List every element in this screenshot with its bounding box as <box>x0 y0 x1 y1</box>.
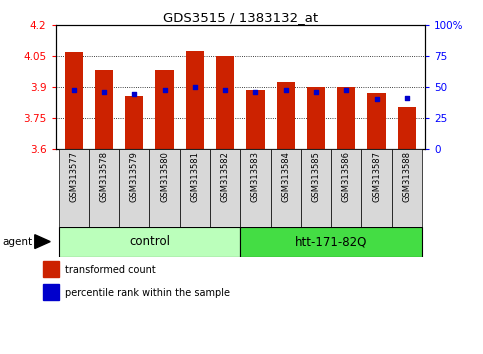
FancyBboxPatch shape <box>89 149 119 227</box>
FancyBboxPatch shape <box>392 149 422 227</box>
FancyBboxPatch shape <box>331 149 361 227</box>
Text: GSM313582: GSM313582 <box>221 151 229 202</box>
Bar <box>65 52 83 149</box>
Point <box>312 89 320 95</box>
FancyBboxPatch shape <box>270 149 301 227</box>
Bar <box>277 81 295 149</box>
Text: GSM313583: GSM313583 <box>251 151 260 202</box>
Bar <box>186 51 204 149</box>
Polygon shape <box>35 235 50 249</box>
Bar <box>398 107 416 149</box>
Title: GDS3515 / 1383132_at: GDS3515 / 1383132_at <box>163 11 318 24</box>
Bar <box>337 87 355 149</box>
Point <box>221 88 229 93</box>
Text: agent: agent <box>2 236 32 247</box>
Point <box>342 88 350 93</box>
Bar <box>246 90 265 149</box>
Bar <box>43 261 59 278</box>
Text: GSM313579: GSM313579 <box>130 151 139 202</box>
Text: GSM313578: GSM313578 <box>99 151 109 202</box>
Text: GSM313587: GSM313587 <box>372 151 381 202</box>
FancyBboxPatch shape <box>58 227 241 257</box>
Text: percentile rank within the sample: percentile rank within the sample <box>65 287 230 298</box>
FancyBboxPatch shape <box>149 149 180 227</box>
Text: GSM313580: GSM313580 <box>160 151 169 202</box>
FancyBboxPatch shape <box>58 149 89 227</box>
Text: GSM313577: GSM313577 <box>69 151 78 202</box>
Text: GSM313586: GSM313586 <box>342 151 351 202</box>
Point <box>191 84 199 90</box>
Point <box>130 91 138 97</box>
Point <box>70 88 78 93</box>
Point <box>403 95 411 101</box>
Text: GSM313584: GSM313584 <box>281 151 290 202</box>
Text: GSM313585: GSM313585 <box>312 151 321 202</box>
Point <box>282 88 290 93</box>
FancyBboxPatch shape <box>180 149 210 227</box>
Text: transformed count: transformed count <box>65 264 156 275</box>
FancyBboxPatch shape <box>301 149 331 227</box>
Bar <box>95 70 113 149</box>
FancyBboxPatch shape <box>119 149 149 227</box>
FancyBboxPatch shape <box>210 149 241 227</box>
Bar <box>43 284 59 300</box>
Point <box>252 89 259 95</box>
Bar <box>156 70 174 149</box>
Text: control: control <box>129 235 170 248</box>
Point <box>100 89 108 95</box>
Text: GSM313588: GSM313588 <box>402 151 412 202</box>
Point <box>373 96 381 102</box>
Bar <box>125 96 143 149</box>
Point <box>161 88 169 93</box>
Bar <box>216 56 234 149</box>
Text: GSM313581: GSM313581 <box>190 151 199 202</box>
FancyBboxPatch shape <box>241 227 422 257</box>
Bar <box>307 87 325 149</box>
Bar <box>368 93 385 149</box>
Text: htt-171-82Q: htt-171-82Q <box>295 235 368 248</box>
FancyBboxPatch shape <box>361 149 392 227</box>
FancyBboxPatch shape <box>241 149 270 227</box>
